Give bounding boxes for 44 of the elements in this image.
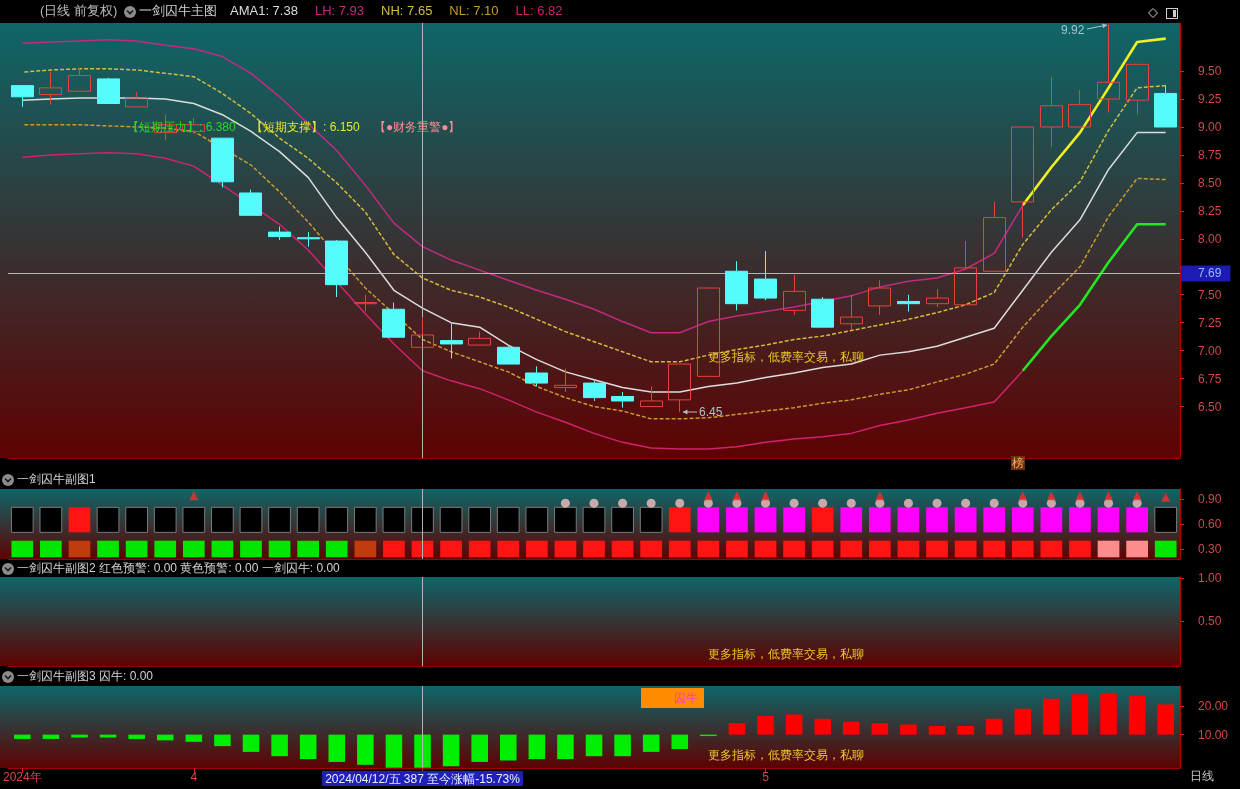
- y-tick-label: 0.50: [1198, 614, 1222, 629]
- text: NL: 7.10: [449, 3, 499, 18]
- y-tick-label: 7.00: [1198, 343, 1222, 358]
- y-tick-label: 9.50: [1198, 64, 1222, 79]
- y-tick-label: 20.00: [1198, 698, 1229, 713]
- y-tick-label: 6.75: [1198, 371, 1222, 386]
- y-tick-label: 8.75: [1198, 147, 1222, 162]
- annotation: 更多指标，低费率交易，私聊: [708, 350, 864, 364]
- y-tick-label: 8.25: [1198, 203, 1222, 218]
- chart-subtitle: (日线 前复权): [40, 3, 118, 18]
- x-tick-label: 2024年: [3, 770, 42, 784]
- y-tick-label: 7.25: [1198, 315, 1222, 330]
- text: NH: 7.65: [381, 3, 433, 18]
- y-tick-label: 7.50: [1198, 287, 1222, 302]
- y-tick-label: 0.60: [1198, 517, 1222, 531]
- y-tick-label: 9.25: [1198, 92, 1222, 107]
- chart-title: 一剑囚牛主图: [139, 3, 217, 18]
- annotation: 更多指标，低费率交易，私聊: [708, 647, 864, 661]
- y-tick-label: 0.30: [1198, 542, 1222, 556]
- x-tick-label: 4: [190, 770, 198, 784]
- y-tick-label: 0.90: [1198, 492, 1222, 506]
- y-tick-label: 6.50: [1198, 399, 1222, 414]
- y-tick-label: 10.00: [1198, 727, 1229, 742]
- y-tick-label: 9.00: [1198, 120, 1222, 134]
- annotation: 更多指标，低费率交易，私聊: [708, 748, 864, 762]
- chart-title: 一剑囚牛副图1: [17, 472, 96, 486]
- annotation: 6.45: [699, 405, 723, 420]
- text: 日线: [1190, 769, 1214, 783]
- chart-title: 一剑囚牛副图2 红色预警: 0.00 黄色预警: 0.00 一剑囚牛: 0.00: [17, 561, 341, 575]
- annotation: 囚牛: [674, 691, 698, 705]
- y-tick-label: 7.69: [1198, 266, 1222, 281]
- tag: 囚牛: [641, 688, 704, 708]
- annotation: 榜: [1011, 456, 1025, 470]
- y-tick-label: 8.50: [1198, 175, 1222, 190]
- annotation: 【短期支撑】: 6.150: [251, 120, 360, 134]
- text: LL: 6.82: [515, 3, 563, 18]
- y-tick-label: 8.00: [1198, 231, 1222, 246]
- text: LH: 7.93: [314, 3, 365, 18]
- text: AMA1: 7.38: [230, 3, 298, 18]
- x-tick-label: 5: [762, 770, 770, 784]
- x-tick-label: 2024/04/12/五 387 至今涨幅-15.73%: [325, 772, 521, 786]
- y-tick-label: 1.00: [1198, 570, 1222, 585]
- annotation: 9.92: [1061, 23, 1085, 38]
- chart-title: 一剑囚牛副图3 囚牛: 0.00: [17, 669, 154, 683]
